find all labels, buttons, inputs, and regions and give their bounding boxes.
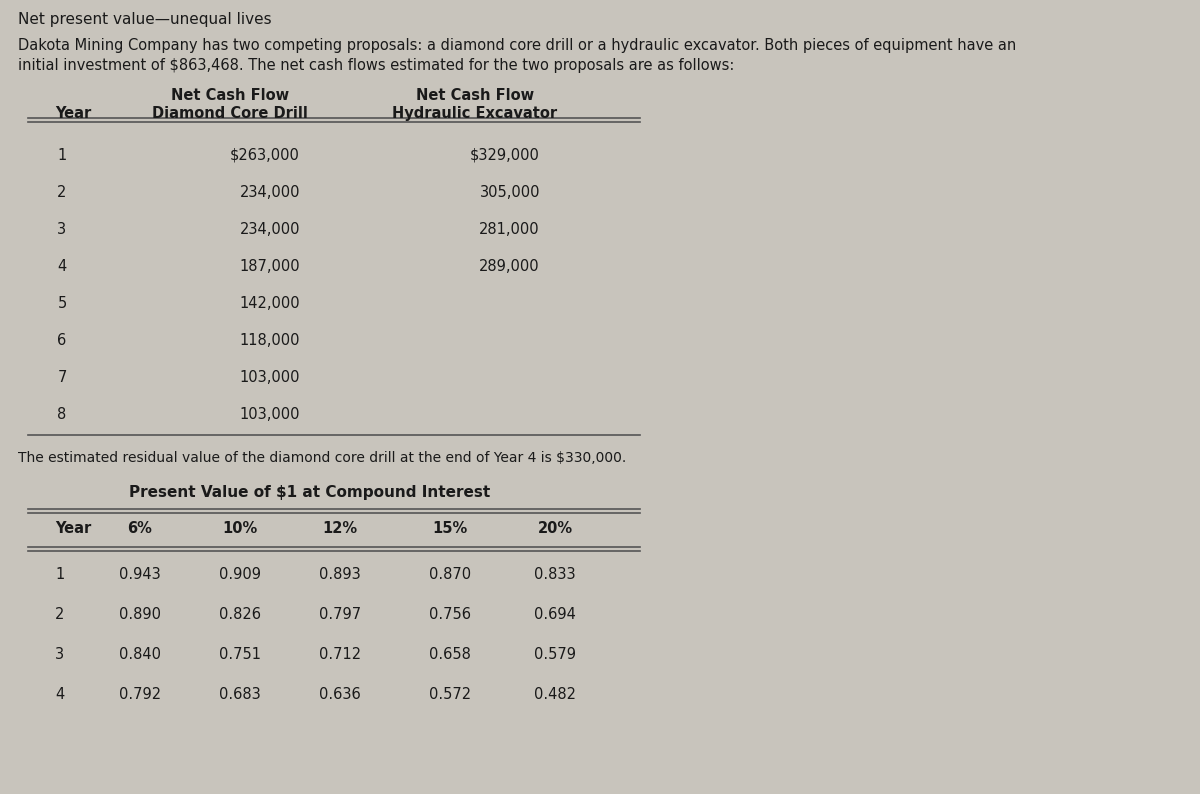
- Text: 187,000: 187,000: [239, 259, 300, 274]
- Text: 0.694: 0.694: [534, 607, 576, 622]
- Text: 6%: 6%: [127, 521, 152, 536]
- Text: Year: Year: [55, 521, 91, 536]
- Text: 0.751: 0.751: [220, 647, 262, 662]
- Text: 6: 6: [58, 333, 67, 348]
- Text: 0.482: 0.482: [534, 687, 576, 702]
- Text: 1: 1: [58, 148, 67, 163]
- Text: 0.909: 0.909: [220, 567, 262, 582]
- Text: 0.893: 0.893: [319, 567, 361, 582]
- Text: 10%: 10%: [222, 521, 258, 536]
- Text: initial investment of $863,468. The net cash flows estimated for the two proposa: initial investment of $863,468. The net …: [18, 58, 734, 73]
- Text: 0.943: 0.943: [119, 567, 161, 582]
- Text: 0.890: 0.890: [119, 607, 161, 622]
- Text: 305,000: 305,000: [480, 185, 540, 200]
- Text: 15%: 15%: [432, 521, 468, 536]
- Text: 0.792: 0.792: [119, 687, 161, 702]
- Text: 0.833: 0.833: [534, 567, 576, 582]
- Text: 0.756: 0.756: [430, 607, 470, 622]
- Text: 234,000: 234,000: [240, 185, 300, 200]
- Text: 7: 7: [58, 370, 67, 385]
- Text: 142,000: 142,000: [239, 296, 300, 311]
- Text: 0.840: 0.840: [119, 647, 161, 662]
- Text: 118,000: 118,000: [240, 333, 300, 348]
- Text: 281,000: 281,000: [479, 222, 540, 237]
- Text: 12%: 12%: [323, 521, 358, 536]
- Text: 0.870: 0.870: [428, 567, 472, 582]
- Text: 0.712: 0.712: [319, 647, 361, 662]
- Text: 0.683: 0.683: [220, 687, 260, 702]
- Text: Net Cash Flow: Net Cash Flow: [416, 88, 534, 103]
- Text: 0.658: 0.658: [430, 647, 470, 662]
- Text: 234,000: 234,000: [240, 222, 300, 237]
- Text: The estimated residual value of the diamond core drill at the end of Year 4 is $: The estimated residual value of the diam…: [18, 451, 626, 465]
- Text: 3: 3: [55, 647, 64, 662]
- Text: 3: 3: [58, 222, 66, 237]
- Text: 5: 5: [58, 296, 67, 311]
- Text: 4: 4: [55, 687, 65, 702]
- Text: 0.572: 0.572: [428, 687, 472, 702]
- Text: 0.826: 0.826: [220, 607, 262, 622]
- Text: Year: Year: [55, 106, 91, 121]
- Text: 20%: 20%: [538, 521, 572, 536]
- Text: 8: 8: [58, 407, 67, 422]
- Text: 103,000: 103,000: [240, 370, 300, 385]
- Text: 0.797: 0.797: [319, 607, 361, 622]
- Text: $263,000: $263,000: [230, 148, 300, 163]
- Text: Hydraulic Excavator: Hydraulic Excavator: [392, 106, 558, 121]
- Text: Diamond Core Drill: Diamond Core Drill: [152, 106, 308, 121]
- Text: $329,000: $329,000: [470, 148, 540, 163]
- Text: Dakota Mining Company has two competing proposals: a diamond core drill or a hyd: Dakota Mining Company has two competing …: [18, 38, 1016, 53]
- Text: Present Value of $1 at Compound Interest: Present Value of $1 at Compound Interest: [130, 485, 491, 500]
- Text: 1: 1: [55, 567, 65, 582]
- Text: 2: 2: [55, 607, 65, 622]
- Text: 103,000: 103,000: [240, 407, 300, 422]
- Text: 0.579: 0.579: [534, 647, 576, 662]
- Text: Net Cash Flow: Net Cash Flow: [170, 88, 289, 103]
- Text: 4: 4: [58, 259, 67, 274]
- Text: 0.636: 0.636: [319, 687, 361, 702]
- Text: 289,000: 289,000: [479, 259, 540, 274]
- Text: Net present value—unequal lives: Net present value—unequal lives: [18, 12, 271, 27]
- Text: 2: 2: [58, 185, 67, 200]
